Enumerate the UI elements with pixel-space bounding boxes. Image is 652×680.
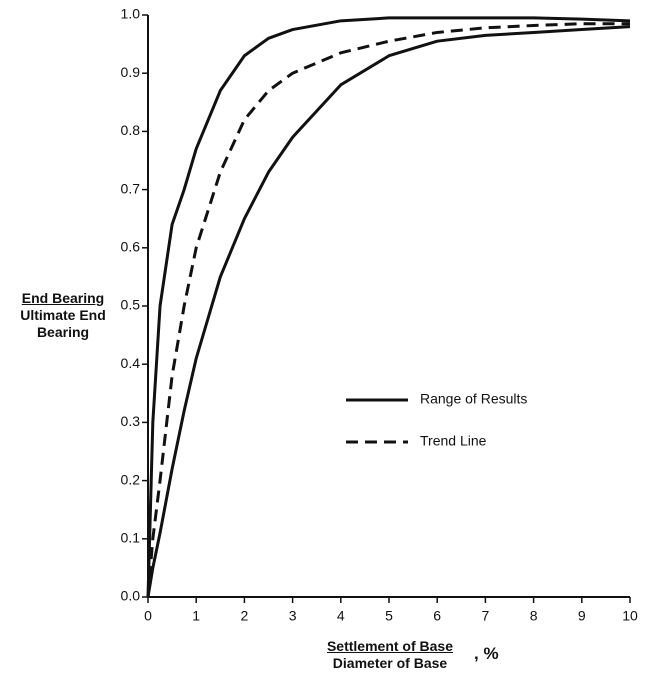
x-label-numerator: Settlement of Base (326, 638, 454, 654)
x-tick-label: 0 (144, 608, 152, 624)
x-tick-label: 2 (241, 608, 249, 624)
x-label-suffix: , % (474, 644, 499, 663)
y-tick-label: 1.0 (121, 6, 141, 22)
y-tick-label: 0.0 (121, 588, 141, 604)
legend-label: Range of Results (420, 391, 527, 407)
x-tick-label: 9 (578, 608, 586, 624)
series-line (146, 16, 631, 598)
y-tick-label: 0.6 (121, 239, 141, 255)
y-label-numerator: End Bearing (21, 290, 105, 306)
x-tick-label: 6 (433, 608, 441, 624)
y-tick-label: 0.2 (121, 471, 141, 487)
x-tick-label: 4 (337, 608, 345, 624)
x-tick-label: 7 (482, 608, 490, 624)
x-tick-label: 5 (385, 608, 393, 624)
series-line (146, 22, 630, 598)
y-tick-label: 0.7 (121, 180, 141, 196)
y-tick-label: 0.4 (121, 355, 141, 371)
y-axis-label: End Bearing Ultimate End Bearing (4, 290, 122, 341)
y-tick-label: 0.8 (121, 122, 141, 138)
series-line (146, 25, 631, 598)
y-tick-label: 0.5 (121, 297, 141, 313)
y-label-denominator: Ultimate End Bearing (20, 307, 106, 340)
x-tick-label: 8 (530, 608, 538, 624)
x-tick-label: 3 (289, 608, 297, 624)
y-tick-label: 0.9 (121, 64, 141, 80)
x-tick-label: 10 (622, 608, 638, 624)
y-tick-label: 0.1 (121, 530, 141, 546)
y-tick-label: 0.3 (121, 413, 141, 429)
x-label-denominator: Diameter of Base (332, 655, 448, 671)
legend-label: Trend Line (420, 433, 487, 449)
x-axis-label: Settlement of Base Diameter of Base (310, 638, 470, 672)
x-tick-label: 1 (192, 608, 200, 624)
